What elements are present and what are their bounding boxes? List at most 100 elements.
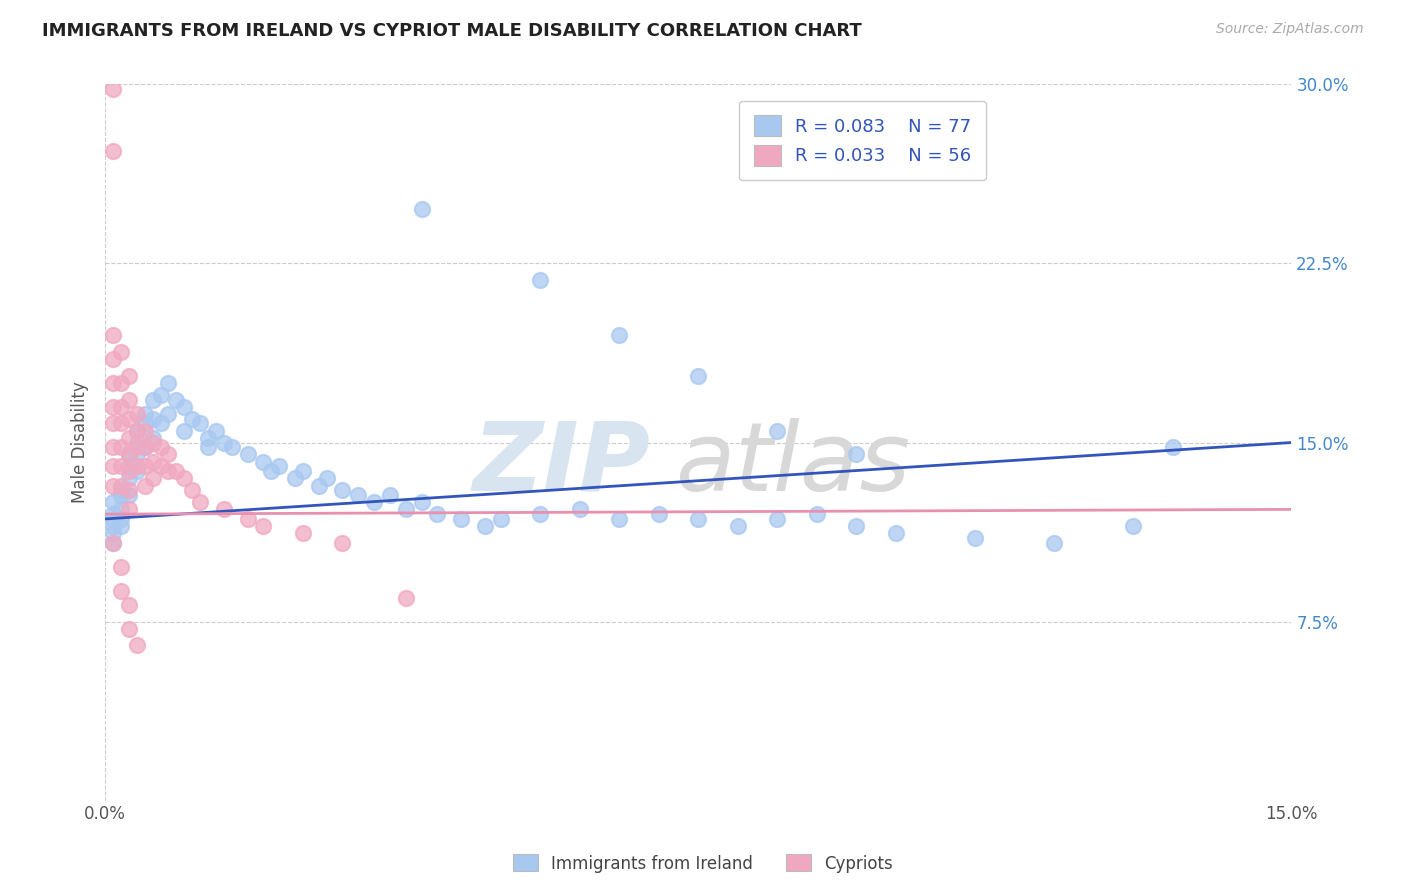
Point [110, 376, 132, 390]
Point [101, 145, 124, 159]
Point [1122, 519, 1144, 533]
Point [568, 502, 591, 516]
Point [110, 519, 132, 533]
Point [1043, 536, 1066, 550]
Point [269, 459, 291, 474]
Text: Source: ZipAtlas.com: Source: ZipAtlas.com [1216, 22, 1364, 37]
Point [142, 471, 165, 485]
Point [118, 471, 141, 485]
Point [101, 536, 124, 550]
Point [157, 407, 180, 421]
Legend: Immigrants from Ireland, Cypriots: Immigrants from Ireland, Cypriots [506, 847, 900, 880]
Point [489, 512, 512, 526]
Point [884, 526, 907, 541]
Point [118, 464, 141, 478]
Point [101, 459, 124, 474]
Point [101, 526, 124, 541]
Point [188, 417, 211, 431]
Point [118, 598, 141, 612]
Point [134, 440, 156, 454]
Point [149, 459, 172, 474]
Point [110, 400, 132, 414]
Point [125, 459, 148, 474]
Point [284, 471, 307, 485]
Point [125, 639, 148, 653]
Point [101, 417, 124, 431]
Point [291, 464, 314, 478]
Point [236, 512, 259, 526]
Point [101, 512, 124, 526]
Point [411, 495, 433, 509]
Point [118, 411, 141, 425]
Point [173, 400, 195, 414]
Point [450, 512, 472, 526]
Point [197, 440, 219, 454]
Point [110, 512, 132, 526]
Point [101, 82, 124, 96]
Point [142, 431, 165, 445]
Point [173, 471, 195, 485]
Point [110, 483, 132, 498]
Point [149, 417, 172, 431]
Point [188, 495, 211, 509]
Point [125, 407, 148, 421]
Point [845, 447, 868, 461]
Point [332, 483, 354, 498]
Point [766, 424, 789, 438]
Point [125, 424, 148, 438]
Point [101, 400, 124, 414]
Point [221, 440, 243, 454]
Point [110, 502, 132, 516]
Point [688, 368, 710, 383]
Point [142, 455, 165, 469]
Point [252, 519, 274, 533]
Point [363, 495, 385, 509]
Point [118, 368, 141, 383]
Point [165, 464, 187, 478]
Point [291, 526, 314, 541]
Point [197, 431, 219, 445]
Point [205, 424, 228, 438]
Point [101, 376, 124, 390]
Point [134, 440, 156, 454]
Text: IMMIGRANTS FROM IRELAND VS CYPRIOT MALE DISABILITY CORRELATION CHART: IMMIGRANTS FROM IRELAND VS CYPRIOT MALE … [42, 22, 862, 40]
Point [157, 447, 180, 461]
Point [607, 512, 630, 526]
Point [157, 464, 180, 478]
Point [118, 447, 141, 461]
Point [134, 417, 156, 431]
Point [260, 464, 283, 478]
Point [149, 440, 172, 454]
Point [110, 344, 132, 359]
Point [101, 440, 124, 454]
Point [395, 502, 418, 516]
Point [134, 424, 156, 438]
Point [142, 435, 165, 450]
Point [378, 488, 401, 502]
Point [529, 273, 551, 287]
Point [134, 459, 156, 474]
Point [426, 507, 449, 521]
Point [110, 488, 132, 502]
Point [118, 488, 141, 502]
Point [101, 351, 124, 366]
Point [118, 392, 141, 407]
Point [125, 435, 148, 450]
Point [252, 455, 274, 469]
Point [181, 411, 204, 425]
Point [118, 459, 141, 474]
Point [181, 483, 204, 498]
Point [125, 424, 148, 438]
Point [395, 591, 418, 605]
Point [142, 411, 165, 425]
Point [688, 512, 710, 526]
Point [157, 376, 180, 390]
Y-axis label: Male Disability: Male Disability [72, 382, 89, 503]
Text: atlas: atlas [675, 417, 910, 510]
Point [165, 392, 187, 407]
Point [101, 478, 124, 492]
Point [101, 519, 124, 533]
Point [118, 483, 141, 498]
Point [125, 447, 148, 461]
Point [118, 431, 141, 445]
